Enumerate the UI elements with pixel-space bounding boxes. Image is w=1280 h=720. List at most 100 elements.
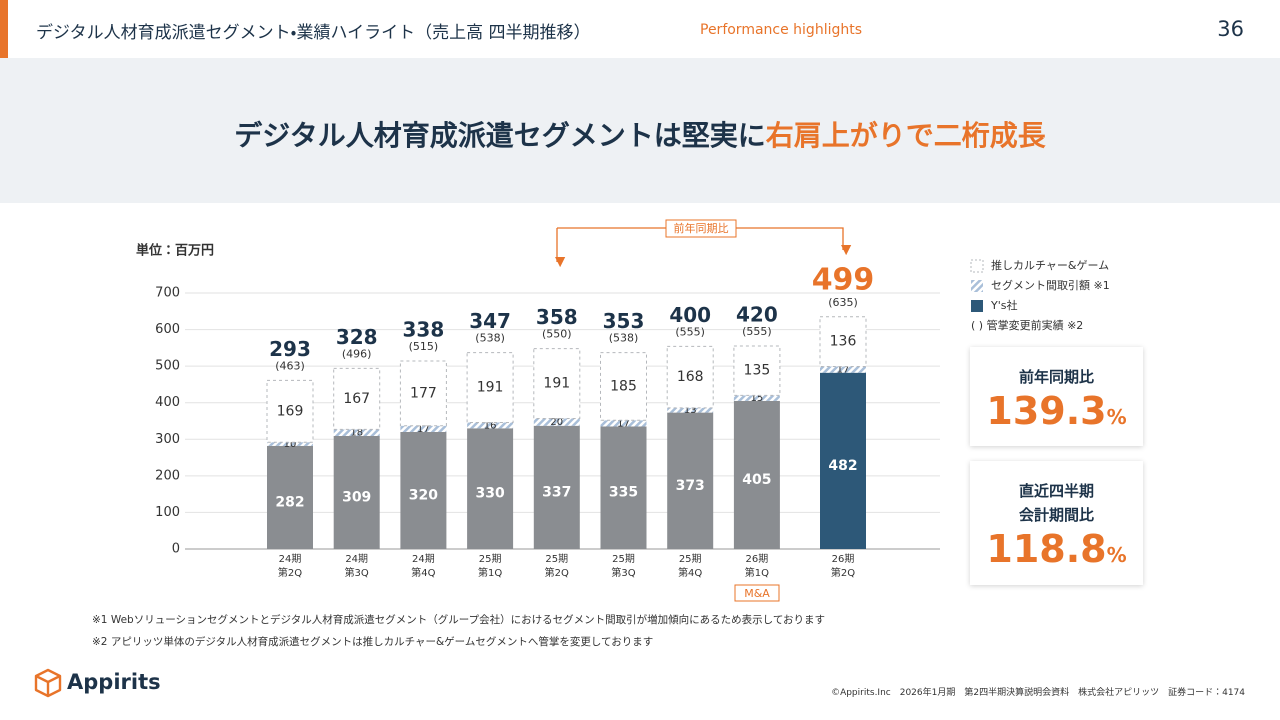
legend-label: Y's社: [990, 298, 1017, 312]
bar-segment: [333, 367, 381, 430]
ma-box: [734, 584, 780, 602]
legend-swatch: [970, 259, 984, 273]
kpi-unit: %: [1106, 405, 1127, 429]
bar-segment: [466, 352, 514, 423]
total-label: 420: [736, 303, 778, 327]
bar-value-label: 405: [742, 472, 771, 488]
bar-value-label: 16: [484, 420, 497, 431]
x-tick-label: 26期 第2Q: [830, 554, 856, 579]
total-label: 328: [336, 325, 378, 349]
legend-note: ( ) 管掌変更前実績 ※2: [971, 318, 1083, 332]
annotation-box: [665, 219, 737, 238]
bar-value-label: 20: [550, 417, 563, 428]
pre-change-label: (538): [609, 332, 639, 345]
bar-value-label: 17: [617, 418, 630, 429]
bar-value-label: 330: [475, 486, 504, 502]
total-label: 358: [536, 305, 578, 329]
bar-segment: [600, 420, 647, 427]
headline-band: デジタル人材育成派遣セグメントは堅実に右肩上がりで二桁成長: [0, 58, 1280, 203]
pre-change-label: (635): [828, 296, 858, 309]
bar-segment: [733, 395, 780, 401]
bar-segment: [333, 435, 380, 549]
bar-segment: [400, 431, 447, 549]
bar-segment: [600, 426, 647, 549]
bar-segment: [266, 379, 314, 443]
x-tick-label: 25期 第4Q: [678, 554, 703, 579]
x-tick-label: 24期 第3Q: [344, 554, 369, 579]
x-tick-label: 26期 第1Q: [744, 554, 769, 579]
kpi-value: 139.3: [986, 389, 1107, 433]
unit-label: 単位：百万円: [136, 243, 214, 259]
bar-value-label: 177: [410, 385, 437, 401]
footnote: ※2 アピリッツ単体のデジタル人材育成派遣セグメントは推しカルチャー&ゲームセグ…: [92, 636, 654, 648]
copyright: ©Appirits.Inc 2026年1月期 第2四半期決算説明会資料 株式会社…: [831, 688, 1245, 698]
bar-value-label: 337: [542, 484, 571, 500]
bar-segment: [667, 412, 714, 549]
kpi-label: 直近四半期 会計期間比: [1018, 482, 1094, 524]
y-tick-label: 500: [155, 359, 180, 374]
bar-segment: [533, 418, 580, 426]
bar-value-label: 17: [417, 424, 430, 435]
total-label: 338: [403, 318, 445, 342]
bar-value-label: 185: [610, 378, 637, 394]
bar-segment: [820, 372, 866, 549]
headline-highlight: 右肩上がりで二桁成長: [765, 119, 1046, 152]
pre-change-label: (496): [342, 347, 372, 360]
legend-swatch: [971, 300, 983, 312]
kpi-card: 前年同期比 139.3%: [970, 347, 1143, 446]
bar-value-label: 191: [543, 376, 570, 392]
annotation-arrow: [557, 227, 852, 256]
headline: デジタル人材育成派遣セグメントは堅実に右肩上がりで二桁成長: [0, 114, 1280, 154]
x-tick-label: 24期 第2Q: [277, 554, 303, 579]
total-label: 347: [469, 309, 511, 333]
bar-segment: [399, 360, 447, 427]
bar-value-label: 309: [342, 489, 371, 505]
y-tick-label: 300: [155, 432, 180, 447]
total-label: 400: [669, 303, 711, 327]
headline-prefix: デジタル人材育成派遣セグメントは堅実に: [234, 119, 766, 152]
legend-swatch: [971, 280, 983, 292]
bar-value-label: 136: [830, 334, 857, 350]
y-tick-label: 400: [155, 395, 180, 410]
kpi-card: 直近四半期 会計期間比 118.8%: [970, 461, 1143, 585]
bar-segment: [267, 442, 313, 446]
total-label: 353: [603, 309, 645, 333]
footnote: ※1 Webソリューションセグメントとデジタル人材育成派遣セグメント（グループ会…: [92, 614, 826, 626]
pre-change-label: (550): [542, 328, 572, 341]
bar-segment: [733, 345, 781, 396]
accent-bar: [0, 0, 8, 58]
x-tick-label: 25期 第3Q: [611, 554, 636, 579]
bar-value-label: 373: [676, 478, 705, 494]
bar-segment: [820, 366, 866, 373]
ma-label: M&A: [744, 587, 770, 600]
bar-value-label: 482: [828, 458, 857, 474]
total-label: 293: [269, 337, 311, 361]
bar-value-label: 191: [477, 380, 504, 396]
pre-change-label: (555): [742, 325, 772, 338]
bar-segment: [467, 428, 514, 549]
bar-segment: [400, 425, 447, 432]
bar-segment: [333, 429, 380, 436]
pre-change-label: (538): [475, 332, 505, 345]
bar-value-label: 169: [277, 403, 304, 419]
bar-value-label: 167: [343, 391, 370, 407]
x-tick-label: 24期 第4Q: [411, 554, 436, 579]
bar-value-label: 335: [609, 485, 638, 501]
x-tick-label: 25期 第1Q: [477, 554, 503, 579]
kpi-label: 前年同期比: [1018, 368, 1094, 386]
logo-text: Appirits: [67, 670, 161, 694]
bar-segment: [667, 407, 714, 413]
page-number: 36: [1217, 17, 1244, 41]
bar-value-label: 168: [677, 369, 704, 385]
bar-segment: [467, 422, 514, 429]
legend-label: 推しカルチャー&ゲーム: [991, 258, 1109, 272]
y-tick-label: 600: [155, 322, 180, 337]
y-tick-label: 700: [155, 286, 180, 301]
bar-segment: [733, 400, 780, 549]
legend-label: セグメント間取引額 ※1: [991, 278, 1110, 292]
bar-value-label: 17: [837, 365, 850, 376]
bar-segment: [267, 445, 313, 549]
logo-icon: [34, 668, 62, 698]
